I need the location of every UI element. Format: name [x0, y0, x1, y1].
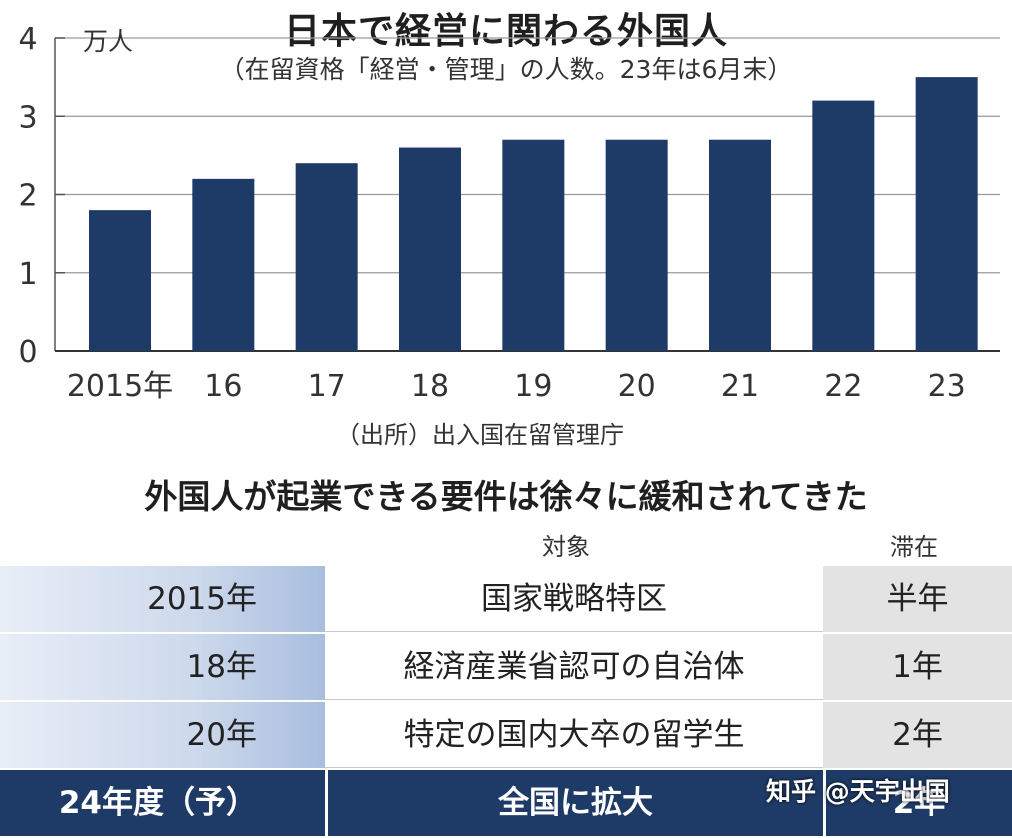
year-cell: 20年	[0, 702, 325, 768]
x-tick-label: 21	[721, 369, 759, 404]
bar	[709, 139, 771, 351]
chart-title: 日本で経営に関わる外国人	[283, 11, 728, 52]
chart-subtitle: （在留資格「経営・管理」の人数。23年は6月末）	[219, 55, 793, 84]
stay-cell: 1年	[823, 634, 1012, 700]
target-cell: 経済産業省認可の自治体	[325, 634, 823, 700]
column-header-stay: 滞在	[890, 533, 938, 561]
table-row: 18年 経済産業省認可の自治体 1年	[0, 634, 1012, 702]
source-note: （出所）出入国在留管理庁	[336, 421, 624, 449]
stay-cell: 半年	[823, 566, 1012, 632]
x-tick-label: 22	[824, 369, 862, 404]
y-tick-label: 1	[18, 257, 37, 292]
bar	[812, 100, 875, 351]
y-tick-label: 4	[18, 22, 37, 57]
table-row-highlight: 24年度（予） 全国に拡大 2年	[0, 770, 1012, 838]
target-cell: 国家戦略特区	[325, 566, 823, 632]
watermark: 知乎 @天宇出国	[766, 777, 950, 806]
y-tick-label: 3	[18, 100, 37, 135]
table-title: 外国人が起業できる要件は徐々に緩和されてきた	[144, 477, 868, 516]
year-cell: 24年度（予）	[0, 770, 325, 836]
bar	[89, 210, 151, 351]
year-cell: 2015年	[0, 566, 325, 632]
x-tick-label: 2015年	[67, 369, 173, 404]
target-cell: 全国に拡大	[325, 770, 823, 836]
year-cell: 18年	[0, 634, 325, 700]
bar	[605, 139, 668, 351]
bar	[295, 163, 358, 351]
x-tick-label: 19	[514, 369, 552, 404]
y-axis-unit-label: 万人	[83, 27, 133, 56]
bar	[192, 178, 255, 351]
x-tick-label: 16	[204, 369, 242, 404]
x-tick-label: 23	[928, 369, 966, 404]
stay-cell: 2年	[823, 770, 1012, 836]
table-row: 2015年 国家戦略特区 半年	[0, 566, 1012, 634]
target-cell: 特定の国内大卒の留学生	[325, 702, 823, 768]
bar	[502, 139, 565, 351]
table-row: 20年 特定の国内大卒の留学生 2年	[0, 702, 1012, 770]
x-tick-label: 17	[308, 369, 346, 404]
y-tick-label: 2	[18, 179, 37, 214]
y-tick-label: 0	[18, 335, 37, 370]
bar	[915, 77, 978, 351]
x-tick-label: 18	[411, 369, 449, 404]
column-header-target: 対象	[542, 533, 590, 561]
x-tick-label: 20	[618, 369, 656, 404]
requirements-table: 2015年 国家戦略特区 半年 18年 経済産業省認可の自治体 1年 20年 特…	[0, 566, 1012, 838]
bar	[399, 147, 461, 351]
stay-cell: 2年	[823, 702, 1012, 768]
